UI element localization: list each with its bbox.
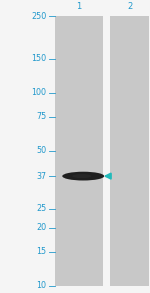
Text: 20: 20 — [36, 223, 46, 232]
Text: 15: 15 — [36, 247, 46, 256]
Ellipse shape — [62, 172, 104, 180]
Text: 10: 10 — [36, 281, 46, 290]
Text: 150: 150 — [31, 54, 46, 63]
Text: 37: 37 — [36, 172, 46, 180]
Text: 2: 2 — [127, 2, 132, 11]
Bar — [55, 16, 103, 286]
Ellipse shape — [72, 174, 91, 178]
Text: 1: 1 — [76, 2, 81, 11]
Text: 75: 75 — [36, 113, 46, 121]
Bar — [110, 16, 149, 286]
Text: 250: 250 — [31, 12, 46, 21]
Text: 100: 100 — [32, 88, 46, 97]
Text: 25: 25 — [36, 205, 46, 213]
Text: 50: 50 — [36, 146, 46, 155]
